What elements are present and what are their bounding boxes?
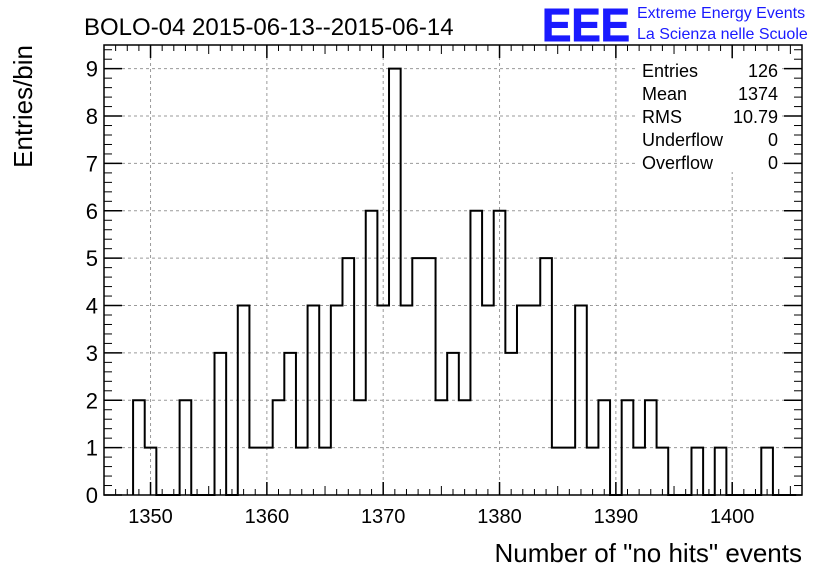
eee-logo: EEE Extreme Energy Events La Scienza nel… <box>542 0 808 52</box>
x-tick-labels: 1350 1360 1370 1380 1390 1400 <box>128 506 754 528</box>
stats-value: 10.79 <box>733 107 778 127</box>
stats-label: Overflow <box>642 153 714 173</box>
histogram-bin <box>284 353 296 495</box>
y-tick-label: 3 <box>86 341 98 366</box>
stats-value: 126 <box>748 61 778 81</box>
y-axis-label: Entries/bin <box>8 45 38 168</box>
y-tick-label: 1 <box>86 436 98 461</box>
histogram-bin <box>424 258 436 495</box>
y-tick-label: 0 <box>86 483 98 508</box>
stats-label: Entries <box>642 61 698 81</box>
eee-logo-text: EEE <box>542 0 630 51</box>
y-tick-label: 9 <box>86 57 98 82</box>
x-tick-label: 1390 <box>594 506 639 528</box>
histogram-bin <box>657 448 669 495</box>
stats-box: Entries 126 Mean 1374 RMS 10.79 Underflow 0 Over… <box>637 59 780 173</box>
x-tick-label: 1360 <box>245 506 290 528</box>
stats-label: RMS <box>642 107 682 127</box>
y-tick-label: 8 <box>86 104 98 129</box>
x-tick-label: 1380 <box>477 506 522 528</box>
axis-ticks <box>103 45 803 496</box>
histogram-bin <box>447 353 459 495</box>
stats-value: 1374 <box>738 84 778 104</box>
logo-line-1: Extreme Energy Events <box>637 5 805 22</box>
y-tick-label: 7 <box>86 151 98 176</box>
stats-value: 0 <box>768 153 778 173</box>
histogram-bin <box>540 258 552 495</box>
histogram-bin <box>296 448 308 495</box>
histogram-bin <box>249 448 261 495</box>
x-axis-label: Number of "no hits" events <box>495 538 803 568</box>
y-tick-label: 5 <box>86 246 98 271</box>
histogram-bin <box>564 448 576 495</box>
x-tick-label: 1370 <box>361 506 406 528</box>
histogram-bin <box>587 448 599 495</box>
histogram-bin <box>761 448 773 495</box>
logo-line-2: La Scienza nelle Scuole <box>637 26 808 43</box>
y-tick-label: 4 <box>86 294 98 319</box>
histogram-outline <box>132 67 797 496</box>
histogram-bin <box>389 69 401 495</box>
stats-label: Underflow <box>642 130 724 150</box>
stats-value: 0 <box>768 130 778 150</box>
histogram-bin <box>215 353 227 495</box>
y-tick-label: 6 <box>86 199 98 224</box>
y-tick-label: 2 <box>86 388 98 413</box>
histogram-bin <box>412 258 424 495</box>
chart-title: BOLO-04 2015-06-13--2015-06-14 <box>84 14 454 41</box>
x-tick-label: 1400 <box>710 506 755 528</box>
histogram-bin <box>633 448 645 495</box>
histogram-bin <box>715 448 727 495</box>
y-tick-labels: 0 1 2 3 4 5 6 7 8 9 <box>86 57 98 508</box>
x-tick-label: 1350 <box>128 506 173 528</box>
histogram-bin <box>342 258 354 495</box>
stats-label: Mean <box>642 84 687 104</box>
histogram-bin <box>505 353 517 495</box>
histogram-bin <box>691 448 703 495</box>
